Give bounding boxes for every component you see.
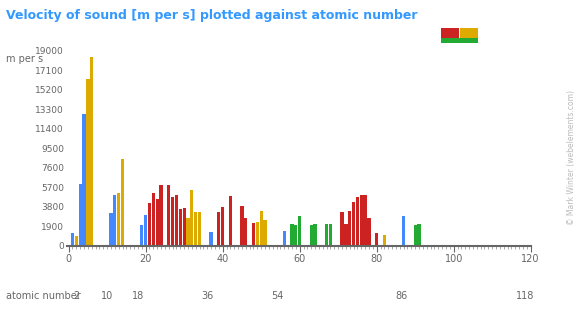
Bar — [263, 220, 267, 246]
Bar — [190, 190, 194, 246]
Bar — [160, 185, 162, 246]
Text: 2: 2 — [73, 291, 79, 301]
Bar — [383, 235, 386, 246]
Bar — [198, 212, 201, 246]
Bar — [356, 198, 359, 246]
Text: m per s: m per s — [6, 54, 43, 64]
Bar — [221, 207, 224, 246]
Bar — [217, 212, 220, 246]
Bar — [244, 218, 248, 246]
Text: 10: 10 — [101, 291, 114, 301]
Bar — [183, 208, 186, 246]
Bar — [367, 218, 371, 246]
Bar — [155, 199, 159, 246]
Bar — [402, 216, 405, 246]
Bar — [325, 224, 328, 246]
Bar — [90, 57, 93, 246]
Bar — [78, 184, 82, 246]
Bar — [352, 202, 355, 246]
Bar — [209, 232, 213, 246]
Bar — [294, 225, 298, 246]
Bar — [71, 233, 74, 246]
Text: © Mark Winter (webelements.com): © Mark Winter (webelements.com) — [567, 90, 576, 225]
Bar — [140, 225, 143, 246]
Bar — [113, 195, 117, 246]
Bar — [298, 216, 301, 246]
Bar — [291, 224, 293, 246]
Bar — [240, 206, 244, 246]
Bar — [329, 224, 332, 246]
Bar — [360, 195, 363, 246]
Text: 118: 118 — [516, 291, 534, 301]
Bar — [313, 224, 317, 246]
Bar — [340, 212, 344, 246]
Bar — [121, 159, 124, 246]
Bar — [117, 193, 120, 246]
Bar — [229, 196, 232, 246]
Bar — [348, 211, 351, 246]
Bar — [252, 223, 255, 246]
Bar — [110, 213, 113, 246]
Bar — [167, 185, 171, 246]
Bar — [418, 224, 420, 246]
Bar — [175, 195, 178, 246]
Bar — [171, 197, 174, 246]
Text: atomic number: atomic number — [6, 291, 81, 301]
Bar — [259, 211, 263, 246]
Text: 86: 86 — [395, 291, 407, 301]
Bar — [148, 203, 151, 246]
Text: 18: 18 — [132, 291, 144, 301]
Text: 54: 54 — [271, 291, 284, 301]
Bar — [144, 215, 147, 246]
Bar — [75, 236, 78, 246]
Bar — [310, 225, 313, 246]
Bar — [375, 233, 378, 246]
Bar — [414, 225, 417, 246]
Bar — [364, 195, 367, 246]
Bar — [345, 224, 347, 246]
Bar — [86, 79, 89, 246]
Bar — [179, 209, 182, 246]
Bar — [186, 218, 190, 246]
Bar — [256, 222, 259, 246]
Bar — [282, 231, 286, 246]
Bar — [82, 114, 86, 246]
Text: 36: 36 — [202, 291, 214, 301]
Bar — [152, 193, 155, 246]
Text: Velocity of sound [m per s] plotted against atomic number: Velocity of sound [m per s] plotted agai… — [6, 9, 417, 22]
Bar — [194, 212, 197, 246]
